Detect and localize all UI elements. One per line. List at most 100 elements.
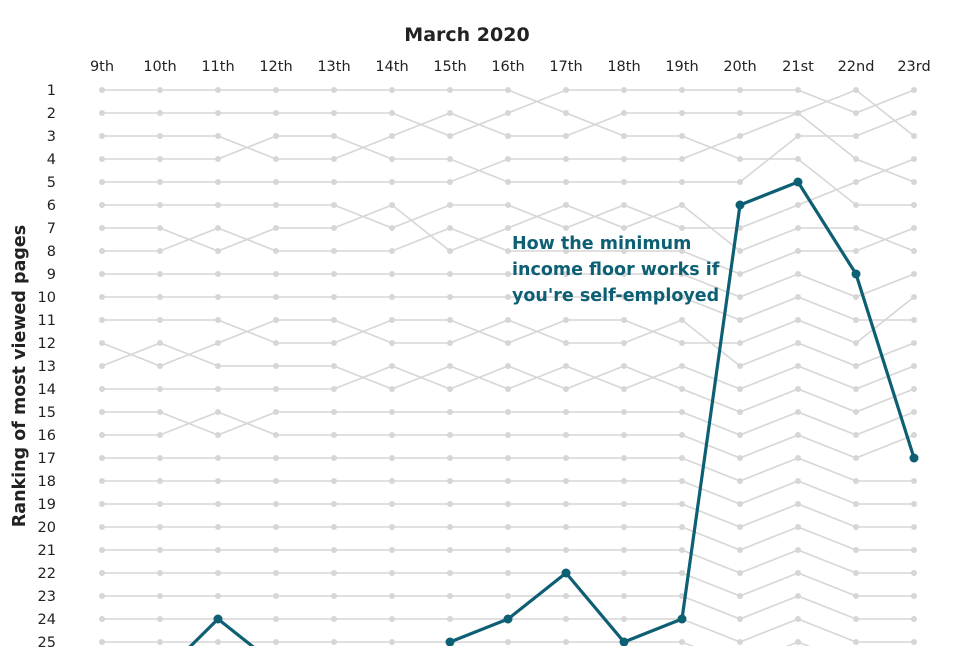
background-point: [679, 179, 685, 185]
background-point: [621, 501, 627, 507]
background-point: [621, 478, 627, 484]
background-point: [389, 616, 395, 622]
background-point: [563, 179, 569, 185]
background-series: [99, 110, 917, 185]
background-point: [389, 639, 395, 645]
background-series: [99, 110, 917, 185]
background-point: [331, 409, 337, 415]
background-series-group: [99, 87, 917, 646]
background-point: [447, 616, 453, 622]
background-point: [911, 524, 917, 530]
background-point: [331, 432, 337, 438]
background-point: [389, 547, 395, 553]
y-tick-label: 2: [47, 106, 56, 122]
background-point: [563, 386, 569, 392]
background-point: [737, 271, 743, 277]
background-point: [331, 363, 337, 369]
background-point: [389, 202, 395, 208]
background-point: [563, 133, 569, 139]
background-point: [447, 432, 453, 438]
background-point: [621, 133, 627, 139]
background-point: [621, 202, 627, 208]
background-point: [215, 455, 221, 461]
background-point: [853, 87, 859, 93]
background-point: [505, 478, 511, 484]
background-point: [215, 87, 221, 93]
background-point: [795, 593, 801, 599]
background-point: [215, 110, 221, 116]
background-point: [853, 455, 859, 461]
highlight-point: [851, 269, 861, 279]
background-point: [853, 639, 859, 645]
background-point: [99, 639, 105, 645]
background-point: [273, 87, 279, 93]
background-point: [447, 593, 453, 599]
highlight-series-group: [188, 177, 919, 646]
background-point: [621, 271, 627, 277]
background-line: [102, 549, 914, 574]
background-point: [911, 409, 917, 415]
background-series: [99, 156, 917, 231]
highlight-point: [909, 453, 919, 463]
background-point: [215, 271, 221, 277]
background-series: [99, 87, 917, 162]
background-point: [447, 340, 453, 346]
background-point: [273, 340, 279, 346]
background-point: [389, 340, 395, 346]
background-point: [157, 524, 163, 530]
background-point: [737, 363, 743, 369]
background-point: [563, 616, 569, 622]
background-point: [447, 294, 453, 300]
background-point: [215, 156, 221, 162]
annotation-line: income floor works if: [512, 260, 720, 280]
background-point: [389, 225, 395, 231]
highlight-point: [503, 614, 513, 624]
background-point: [215, 639, 221, 645]
background-point: [679, 87, 685, 93]
background-point: [331, 524, 337, 530]
background-line: [102, 457, 914, 482]
background-series: [99, 340, 917, 392]
background-point: [157, 87, 163, 93]
x-tick-label: 16th: [491, 59, 524, 75]
background-point: [911, 639, 917, 645]
background-point: [331, 248, 337, 254]
background-point: [737, 547, 743, 553]
background-point: [157, 363, 163, 369]
x-tick-label: 17th: [549, 59, 582, 75]
background-point: [331, 110, 337, 116]
background-point: [911, 501, 917, 507]
highlight-annotation: How the minimum income floor works if you'…: [512, 234, 720, 306]
background-point: [99, 156, 105, 162]
background-point: [505, 547, 511, 553]
background-point: [447, 524, 453, 530]
background-point: [215, 547, 221, 553]
background-point: [447, 110, 453, 116]
background-point: [331, 317, 337, 323]
background-series: [99, 593, 917, 622]
background-point: [853, 133, 859, 139]
background-point: [215, 386, 221, 392]
background-series: [99, 501, 917, 530]
background-point: [795, 547, 801, 553]
background-series: [99, 455, 917, 484]
x-tick-label: 23rd: [897, 59, 930, 75]
background-series: [99, 294, 917, 346]
highlight-point: [561, 568, 571, 578]
background-point: [215, 432, 221, 438]
background-point: [737, 524, 743, 530]
x-tick-label: 20th: [723, 59, 756, 75]
background-point: [679, 432, 685, 438]
background-point: [795, 317, 801, 323]
background-point: [853, 409, 859, 415]
x-tick-label: 18th: [607, 59, 640, 75]
background-line: [102, 112, 915, 183]
background-point: [911, 616, 917, 622]
background-point: [331, 616, 337, 622]
background-point: [621, 363, 627, 369]
background-point: [621, 179, 627, 185]
background-point: [331, 501, 337, 507]
background-point: [99, 386, 105, 392]
background-point: [99, 179, 105, 185]
background-point: [273, 570, 279, 576]
